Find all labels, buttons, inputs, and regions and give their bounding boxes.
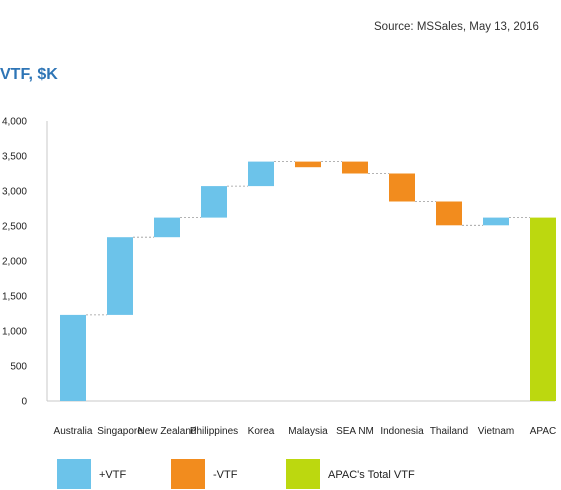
plot-area: 0 500 1,000 1,500 2,000 2,500 3,000 3,500 4,000 A… bbox=[2, 117, 556, 438]
bar-apac bbox=[530, 217, 556, 401]
y-tick-label: 2,000 bbox=[2, 257, 27, 268]
bar-indonesia bbox=[389, 173, 415, 202]
legend-swatch-increase bbox=[57, 459, 91, 489]
legend-label-total: APAC's Total VTF bbox=[328, 469, 415, 481]
chart-legend: +VTF -VTF APAC's Total VTF bbox=[57, 459, 415, 489]
x-tick-label: Indonesia bbox=[380, 426, 424, 437]
bar-australia bbox=[60, 314, 86, 401]
source-note: Source: MSSales, May 13, 2016 bbox=[374, 21, 539, 33]
x-tick-label: Thailand bbox=[430, 426, 468, 437]
legend-swatch-total bbox=[286, 459, 320, 489]
x-tick-label: Philippines bbox=[190, 426, 238, 437]
bar-korea bbox=[248, 161, 274, 187]
x-tick-label: Australia bbox=[54, 426, 93, 437]
bar-new-zealand bbox=[154, 217, 180, 238]
x-tick-label: SEA NM bbox=[336, 426, 374, 437]
x-tick-label: Malaysia bbox=[288, 426, 328, 437]
bar-philippines bbox=[201, 186, 227, 218]
x-tick-label: Korea bbox=[248, 426, 275, 437]
y-tick-label: 3,000 bbox=[2, 187, 27, 198]
y-tick-label: 1,500 bbox=[2, 292, 27, 303]
y-tick-label: 2,500 bbox=[2, 222, 27, 233]
y-tick-label: 0 bbox=[21, 397, 27, 408]
bar-thailand bbox=[436, 201, 462, 226]
bar-malaysia bbox=[295, 161, 321, 168]
legend-label-decrease: -VTF bbox=[213, 469, 238, 481]
y-tick-label: 1,000 bbox=[2, 327, 27, 338]
bar-sea-nm bbox=[342, 161, 368, 174]
y-tick-label: 500 bbox=[10, 362, 27, 373]
x-tick-label: Vietnam bbox=[478, 426, 515, 437]
y-tick-label: 3,500 bbox=[2, 152, 27, 163]
legend-swatch-decrease bbox=[171, 459, 205, 489]
x-tick-label: Singapore bbox=[97, 426, 143, 437]
x-tick-label: APAC bbox=[530, 426, 557, 437]
chart-title: VTF, $K bbox=[0, 66, 58, 83]
bar-singapore bbox=[107, 237, 133, 315]
x-tick-label: New Zealand bbox=[138, 426, 197, 437]
bar-vietnam bbox=[483, 217, 509, 226]
legend-label-increase: +VTF bbox=[99, 469, 126, 481]
y-tick-label: 4,000 bbox=[2, 117, 27, 128]
